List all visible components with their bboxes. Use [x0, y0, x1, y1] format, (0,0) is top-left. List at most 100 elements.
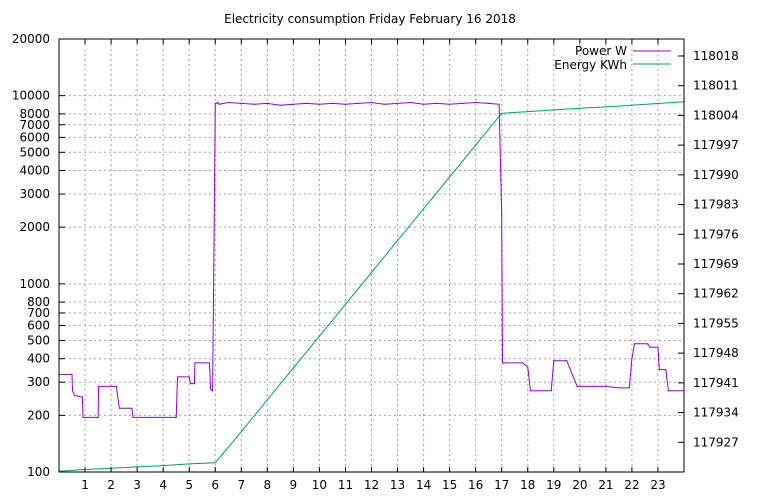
data-point-0 [646, 343, 649, 345]
data-point-0 [209, 388, 212, 390]
data-point-0 [215, 102, 218, 104]
y-tick-label-left: 7000 [19, 118, 50, 132]
data-point-0 [521, 362, 524, 364]
y-tick-label-left: 100 [27, 465, 50, 479]
x-tick-label: 13 [390, 478, 405, 492]
data-point-1 [292, 367, 294, 369]
y-tick-label-left: 5000 [19, 145, 50, 159]
data-point-0 [193, 382, 196, 385]
data-point-0 [318, 103, 321, 105]
data-point-0 [527, 366, 529, 368]
data-point-1 [449, 176, 451, 178]
data-point-0 [649, 346, 651, 348]
y-tick-label-right: 117934 [693, 406, 739, 420]
y-tick-label-left: 4000 [19, 164, 50, 178]
y-tick-label-left: 700 [27, 306, 50, 320]
y-tick-label-right: 117962 [693, 287, 739, 301]
data-point-0 [657, 346, 659, 348]
x-tick-label: 17 [494, 478, 509, 492]
data-point-0 [370, 101, 373, 104]
data-point-1 [188, 463, 190, 465]
y-tick-label-left: 400 [27, 352, 50, 366]
data-point-1 [162, 465, 164, 467]
x-tick-label: 19 [546, 478, 561, 492]
data-point-0 [71, 373, 73, 376]
x-tick-label: 3 [133, 478, 141, 492]
data-point-0 [475, 101, 477, 104]
x-tick-label: 4 [159, 478, 167, 492]
x-tick-label: 18 [520, 478, 535, 492]
data-point-0 [176, 376, 179, 378]
y-tick-label-left: 500 [27, 333, 50, 347]
y-tick-label-left: 800 [27, 295, 50, 309]
legend-label-power: Power W [575, 44, 627, 58]
x-tick-label: 22 [624, 478, 639, 492]
x-tick-label: 14 [416, 478, 431, 492]
data-point-0 [81, 396, 84, 398]
y-tick-label-right: 117990 [693, 168, 739, 182]
data-point-0 [212, 390, 214, 392]
legend-label-energy: Energy KWh [554, 58, 627, 72]
data-point-0 [568, 366, 571, 368]
y-tick-label-left: 300 [27, 375, 50, 389]
y-tick-label-right: 118011 [693, 79, 739, 93]
series-layer [58, 101, 685, 472]
data-point-0 [305, 102, 307, 104]
data-point-1 [631, 104, 633, 106]
data-point-0 [214, 102, 216, 104]
data-point-0 [118, 407, 121, 409]
data-point-1 [579, 107, 581, 109]
y-tick-label-left: 8000 [19, 107, 50, 121]
y-tick-label-left: 6000 [19, 130, 50, 144]
data-point-0 [217, 101, 219, 104]
data-point-0 [331, 102, 334, 104]
data-point-0 [529, 390, 531, 392]
x-tick-label: 8 [264, 478, 272, 492]
y-tick-label-right: 117997 [693, 138, 739, 152]
data-point-0 [208, 362, 211, 364]
x-tick-label: 6 [211, 478, 219, 492]
data-point-0 [579, 385, 581, 388]
data-point-1 [553, 109, 555, 111]
y-axis-right: 117927 117934 117941 117948 117955 117962 1179… [678, 49, 739, 449]
data-point-0 [628, 387, 630, 389]
legend: Power W Energy KWh [554, 44, 671, 72]
data-point-0 [409, 101, 412, 104]
data-point-0 [194, 362, 196, 364]
data-point-0 [658, 369, 660, 371]
data-point-0 [97, 416, 99, 419]
chart-title: Electricity consumption Friday February … [224, 12, 516, 26]
data-point-1 [422, 208, 425, 210]
y-tick-label-right: 118018 [693, 49, 739, 63]
data-point-0 [501, 215, 503, 217]
data-point-0 [587, 385, 589, 388]
data-point-0 [553, 360, 555, 362]
x-tick-label: 16 [468, 478, 483, 492]
data-point-1 [214, 462, 216, 464]
x-tick-label: 5 [185, 478, 193, 492]
y-tick-label-left: 1000 [19, 277, 50, 291]
y-tick-label-left: 2000 [19, 220, 50, 234]
data-point-0 [253, 103, 255, 105]
data-point-0 [84, 416, 86, 419]
data-point-1 [501, 112, 503, 114]
x-tick-label: 23 [650, 478, 665, 492]
data-point-1 [370, 271, 373, 274]
x-tick-label: 10 [312, 478, 327, 492]
data-point-0 [667, 390, 669, 392]
x-tick-label: 21 [598, 478, 613, 492]
x-tick-label: 7 [237, 478, 245, 492]
x-tick-label: 1 [81, 478, 89, 492]
data-point-1 [396, 240, 399, 242]
data-point-0 [97, 385, 100, 388]
data-point-0 [266, 102, 268, 104]
data-point-0 [115, 385, 117, 388]
data-point-0 [227, 101, 229, 104]
x-tick-label: 9 [290, 478, 298, 492]
data-point-0 [396, 102, 399, 104]
data-point-0 [149, 416, 151, 419]
data-point-1 [344, 303, 347, 305]
data-point-0 [631, 358, 633, 360]
data-point-0 [498, 103, 500, 105]
